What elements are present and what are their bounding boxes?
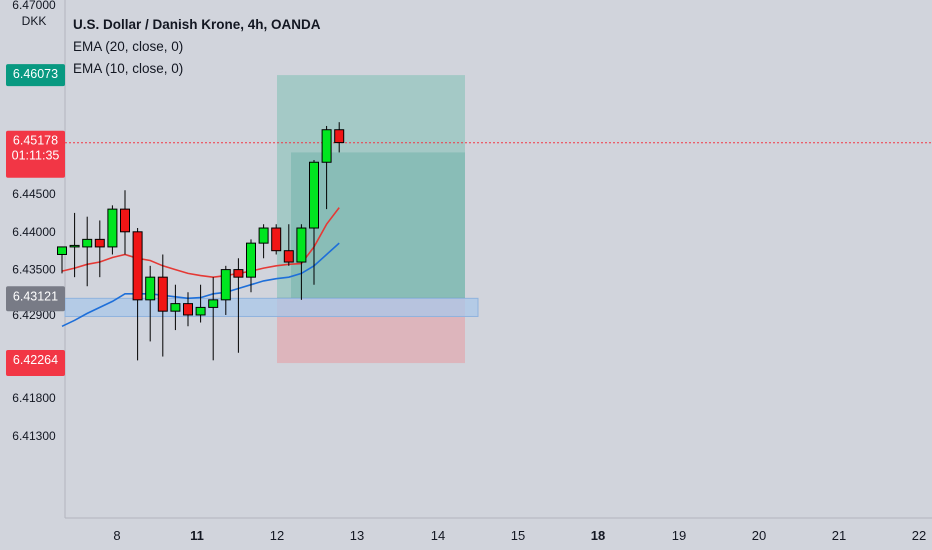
candle-body [132, 231, 143, 301]
chart-legend: U.S. Dollar / Danish Krone, 4h, OANDA EM… [73, 14, 321, 80]
time-tick-label: 13 [350, 528, 364, 543]
candle-body [258, 227, 269, 244]
time-tick-label: 21 [832, 528, 846, 543]
candle[interactable] [208, 277, 219, 361]
candle[interactable] [271, 224, 282, 255]
candle[interactable] [296, 224, 307, 300]
stop-loss-badge-text: 6.42264 [13, 353, 58, 367]
time-tick-label: 22 [912, 528, 926, 543]
candle[interactable] [309, 159, 319, 285]
price-tick-label: 6.44500 [12, 187, 56, 201]
candle-body [94, 238, 105, 248]
time-tick-label: 18 [591, 528, 605, 543]
candle[interactable] [82, 216, 93, 287]
time-tick-label: 19 [672, 528, 686, 543]
profit-zone[interactable] [277, 75, 465, 299]
candle[interactable] [233, 258, 244, 353]
candle-body [170, 303, 181, 312]
candle[interactable] [246, 239, 256, 293]
candle[interactable] [334, 122, 345, 153]
candle[interactable] [94, 220, 105, 278]
candle[interactable] [183, 292, 193, 327]
time-tick-label: 12 [270, 528, 284, 543]
price-tick-label: 6.42900 [12, 308, 56, 322]
candle-body [69, 244, 80, 248]
candle[interactable] [258, 224, 269, 259]
candle[interactable] [145, 265, 156, 342]
last-price-badge-text: 6.45178 [13, 134, 58, 148]
time-tick-label: 14 [431, 528, 445, 543]
candle[interactable] [220, 265, 231, 315]
candle-body [57, 246, 67, 255]
entry-badge-text: 6.43121 [13, 289, 58, 303]
take-profit-badge-text: 6.46073 [13, 67, 58, 81]
price-tick-label: 6.41800 [12, 391, 56, 405]
time-tick-label: 20 [752, 528, 766, 543]
candle-body [321, 129, 332, 163]
stop-loss-badge[interactable] [6, 350, 65, 377]
take-profit-badge[interactable] [6, 64, 65, 87]
candle-body [157, 276, 168, 312]
candle-body [246, 242, 256, 278]
candle[interactable] [170, 284, 181, 331]
time-tick-label: 11 [190, 528, 204, 543]
price-tick-label: 6.44000 [12, 225, 56, 239]
last-price-badge-text: 01:11:35 [12, 149, 60, 163]
candle[interactable] [195, 284, 206, 323]
price-tick-label: 6.41300 [12, 429, 56, 443]
price-tick-label: 6.47000 [12, 0, 56, 12]
candle[interactable] [283, 224, 294, 266]
candle[interactable] [57, 246, 67, 274]
price-tick-label: 6.43500 [12, 263, 56, 277]
candle-body [145, 276, 156, 301]
candle-body [334, 129, 345, 144]
symbol-title[interactable]: U.S. Dollar / Danish Krone, 4h, OANDA [73, 17, 321, 32]
indicator-ema20-label[interactable]: EMA (20, close, 0) [73, 39, 184, 54]
currency-label: DKK [22, 14, 47, 28]
time-tick-label: 15 [511, 528, 525, 543]
candle-body [309, 161, 319, 229]
candle-body [220, 269, 231, 301]
candle[interactable] [120, 190, 130, 255]
time-tick-label: 8 [113, 528, 120, 543]
profit-zone-fill [291, 152, 465, 299]
candle-body [233, 269, 244, 278]
candle[interactable] [107, 205, 118, 255]
candle-body [271, 227, 282, 252]
candle[interactable] [69, 212, 80, 278]
candle-body [107, 208, 118, 248]
candle-body [296, 227, 307, 263]
candle-body [183, 303, 193, 316]
candle[interactable] [157, 254, 168, 357]
support-zone[interactable] [64, 297, 479, 317]
candle-body [208, 299, 219, 308]
candle-body [82, 238, 93, 248]
candle-body [120, 208, 130, 233]
candle[interactable] [321, 125, 332, 210]
entry-badge[interactable] [6, 286, 65, 312]
candle[interactable] [132, 228, 143, 361]
indicator-ema10-label[interactable]: EMA (10, close, 0) [73, 61, 184, 76]
candle-body [283, 250, 294, 263]
ema20-line[interactable] [61, 207, 340, 279]
last-price-badge[interactable] [6, 130, 65, 178]
candle-body [195, 306, 206, 316]
